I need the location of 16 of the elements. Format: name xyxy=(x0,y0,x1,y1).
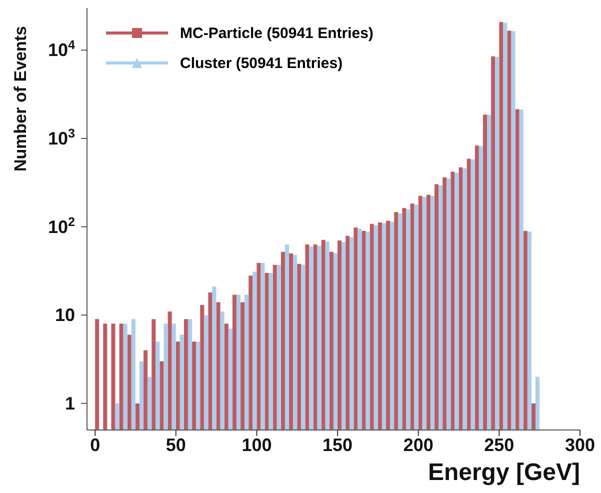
y-axis-title: Number of Events xyxy=(11,26,30,172)
x-axis-title: Energy [GeV] xyxy=(428,459,580,486)
legend-label: Cluster (50941 Entries) xyxy=(180,54,343,72)
x-tick-label: 300 xyxy=(564,434,596,455)
y-tick-label: 10$^{3}$ xyxy=(48,126,75,148)
x-tick-label: 0 xyxy=(90,434,100,455)
y-tick-label: 1 xyxy=(64,393,75,414)
x-tick-label: 50 xyxy=(166,434,186,455)
y-tick-label: 10$^{2}$ xyxy=(48,214,75,237)
y-tick-label: 10$^{4}$ xyxy=(48,38,75,60)
legend-label: MC-Particle (50941 Entries) xyxy=(180,24,374,42)
x-tick-label: 200 xyxy=(403,434,434,455)
y-tick-label: 10 xyxy=(54,305,75,326)
x-tick-label: 150 xyxy=(322,434,353,455)
x-tick-label: 100 xyxy=(242,434,272,455)
x-tick-label: 250 xyxy=(484,434,514,455)
